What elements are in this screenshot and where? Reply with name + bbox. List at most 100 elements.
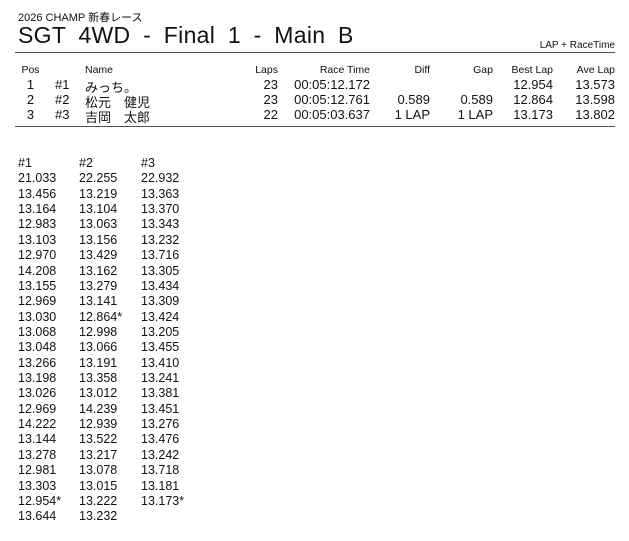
- lap-time: 13.144: [18, 432, 57, 447]
- lap-time: 12.864*: [79, 309, 123, 324]
- lap-time: 13.222: [79, 493, 118, 508]
- col-race-time: Race Time: [319, 64, 370, 76]
- lap-time: 13.141: [79, 294, 118, 309]
- lap-time: 21.033: [18, 171, 57, 186]
- title-divider: [15, 52, 615, 53]
- lap-time: 13.716: [141, 248, 180, 263]
- lap-time: 12.969: [18, 401, 57, 416]
- cell-name: 吉岡 太郎: [85, 110, 151, 125]
- lap-column-header: #3: [141, 156, 155, 170]
- lap-time: 13.343: [141, 217, 180, 232]
- page-title: SGT 4WD - Final 1 - Main B: [18, 22, 354, 48]
- cell-ave-lap: 13.802: [575, 107, 615, 122]
- event-subtitle: 2026 CHAMP 新春レース: [18, 12, 143, 24]
- lap-time: 13.451: [141, 401, 180, 416]
- cell-best-lap: 12.954: [513, 77, 553, 92]
- lap-time: 13.205: [141, 324, 180, 339]
- lap-time: 14.222: [18, 417, 57, 432]
- results-header-row: Pos Name Laps Race Time Diff Gap Best La…: [0, 64, 629, 79]
- col-diff: Diff: [414, 64, 430, 76]
- lap-time: 13.241: [141, 371, 180, 386]
- lap-time: 13.048: [18, 340, 57, 355]
- cell-race-time: 00:05:12.761: [294, 92, 370, 107]
- lap-time: 14.239: [79, 401, 118, 416]
- cell-pos: 3: [26, 107, 35, 122]
- lap-time: 13.181: [141, 478, 180, 493]
- lap-time: 22.255: [79, 171, 118, 186]
- lap-time: 13.276: [141, 417, 180, 432]
- lap-time: 12.939: [79, 417, 118, 432]
- lap-time: 12.970: [18, 248, 57, 263]
- lap-column-header: #2: [79, 156, 93, 170]
- lap-time: 13.434: [141, 278, 180, 293]
- lap-column: #2 22.255 13.219 13.104 13.063 13.156 13.429 13…: [79, 156, 122, 525]
- cell-diff: 0.589: [397, 92, 430, 107]
- report-mode-label: LAP + RaceTime: [539, 40, 615, 51]
- lap-time: 13.476: [141, 432, 180, 447]
- result-row: 2 #2 松元 健児 23 00:05:12.761 0.589 0.589 12.864 13…: [0, 92, 629, 110]
- lap-time: 13.309: [141, 294, 180, 309]
- lap-time: 13.078: [79, 463, 118, 478]
- lap-time: 13.015: [79, 478, 118, 493]
- lap-time: 22.932: [141, 171, 180, 186]
- result-row: 3 #3 吉岡 太郎 22 00:05:03.637 1 LAP 1 LAP 13.173 13…: [0, 107, 629, 125]
- cell-num: #1: [55, 77, 70, 92]
- cell-ave-lap: 13.598: [575, 92, 615, 107]
- cell-laps: 23: [263, 77, 278, 92]
- lap-time: 13.030: [18, 309, 57, 324]
- lap-time: 13.232: [79, 509, 118, 524]
- lap-time: 13.232: [141, 232, 180, 247]
- cell-name: みっち。: [85, 80, 138, 95]
- result-row: 1 #1 みっち。 23 00:05:12.172 12.954 13.573: [0, 77, 629, 95]
- cell-best-lap: 13.173: [513, 107, 553, 122]
- lap-time: 13.068: [18, 324, 57, 339]
- lap-time: 13.363: [141, 186, 180, 201]
- col-best-lap: Best Lap: [511, 64, 553, 76]
- lap-time: 13.303: [18, 478, 57, 493]
- lap-time: 13.198: [18, 371, 57, 386]
- lap-time: 13.104: [79, 202, 118, 217]
- col-ave-lap: Ave Lap: [576, 64, 615, 76]
- lap-time: 13.381: [141, 386, 180, 401]
- cell-gap: 1 LAP: [457, 107, 493, 122]
- lap-column: #3 22.932 13.363 13.370 13.343 13.232 13.716 13…: [141, 156, 184, 509]
- lap-time: 13.242: [141, 447, 180, 462]
- lap-time: 13.456: [18, 186, 57, 201]
- col-pos: Pos: [21, 64, 40, 76]
- lap-time: 12.983: [18, 217, 57, 232]
- lap-time: 13.429: [79, 248, 118, 263]
- lap-time: 12.969: [18, 294, 57, 309]
- cell-ave-lap: 13.573: [575, 77, 615, 92]
- lap-time: 13.012: [79, 386, 118, 401]
- lap-time: 13.279: [79, 278, 118, 293]
- cell-best-lap: 12.864: [513, 92, 553, 107]
- lap-time: 13.455: [141, 340, 180, 355]
- lap-time: 13.156: [79, 232, 118, 247]
- cell-num: #3: [55, 107, 70, 122]
- lap-time: 13.217: [79, 447, 118, 462]
- cell-laps: 23: [263, 92, 278, 107]
- lap-time: 12.954*: [18, 493, 62, 508]
- cell-race-time: 00:05:03.637: [294, 107, 370, 122]
- col-name: Name: [85, 64, 114, 76]
- cell-race-time: 00:05:12.172: [294, 77, 370, 92]
- cell-gap: 0.589: [460, 92, 493, 107]
- lap-time: 13.358: [79, 371, 118, 386]
- col-laps: Laps: [255, 64, 278, 76]
- lap-time: 13.410: [141, 355, 180, 370]
- cell-pos: 2: [26, 92, 35, 107]
- cell-diff: 1 LAP: [394, 107, 430, 122]
- lap-time: 13.026: [18, 386, 57, 401]
- lap-time: 13.718: [141, 463, 180, 478]
- lap-time: 13.066: [79, 340, 118, 355]
- lap-time: 13.155: [18, 278, 57, 293]
- lap-time: 13.219: [79, 186, 118, 201]
- lap-time: 13.173*: [141, 493, 185, 508]
- lap-time: 12.981: [18, 463, 57, 478]
- cell-pos: 1: [26, 77, 35, 92]
- lap-column: #1 21.033 13.456 13.164 12.983 13.103 12.970 14…: [18, 156, 61, 525]
- lap-time: 13.266: [18, 355, 57, 370]
- lap-time: 13.162: [79, 263, 118, 278]
- lap-time: 13.191: [79, 355, 118, 370]
- lap-time: 12.998: [79, 324, 118, 339]
